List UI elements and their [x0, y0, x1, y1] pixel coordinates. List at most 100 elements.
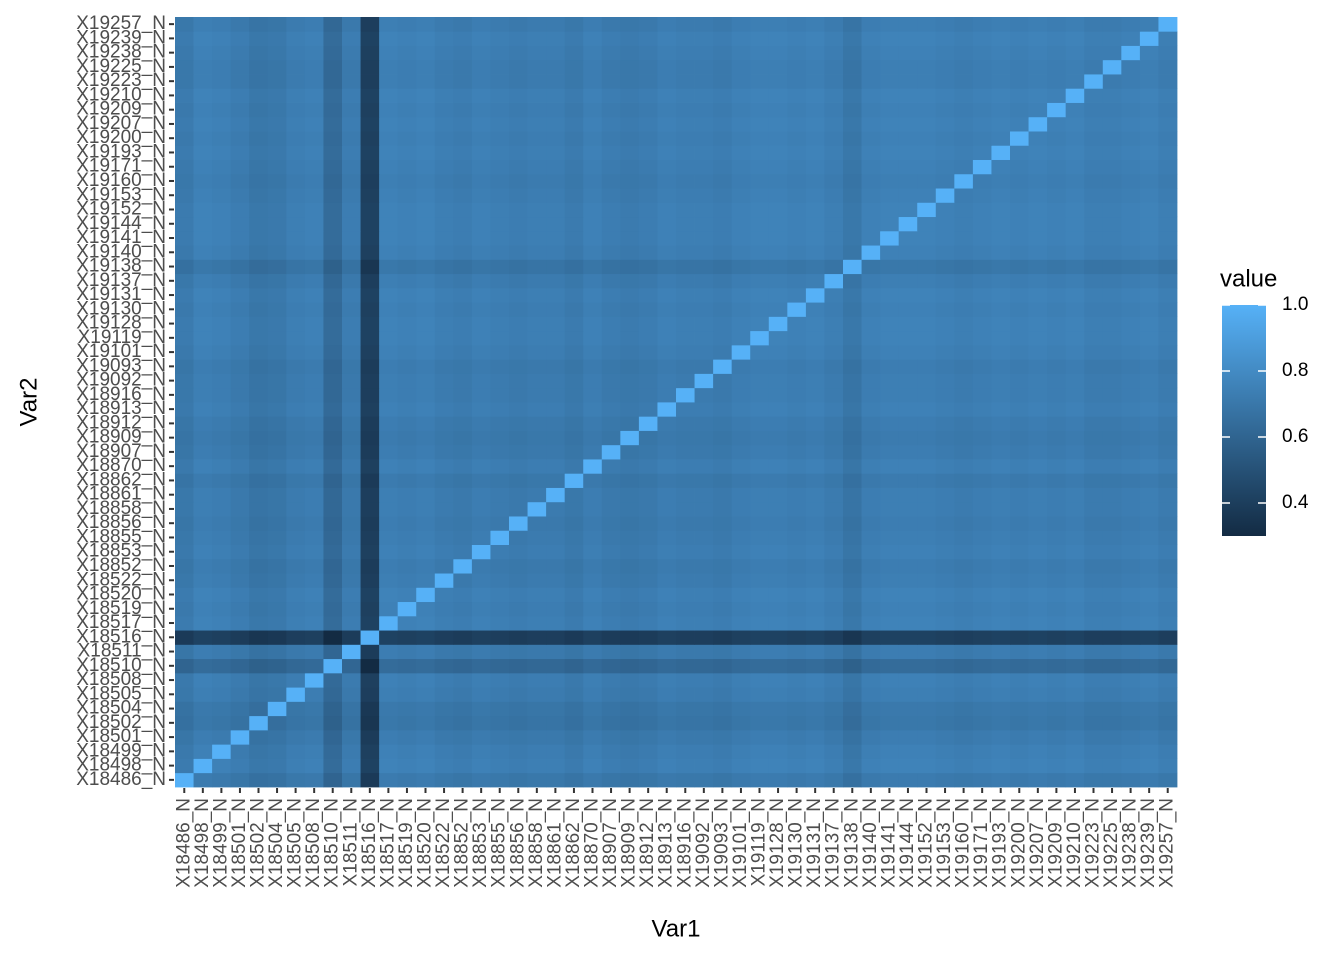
heatmap-cell: [657, 116, 677, 132]
heatmap-cell: [676, 772, 695, 788]
heatmap-cell: [583, 558, 603, 574]
heatmap-cell: [954, 530, 974, 545]
heatmap-cell: [546, 715, 566, 731]
heatmap-cell: [917, 387, 937, 403]
heatmap-cell: [1028, 359, 1048, 374]
heatmap-cell: [843, 530, 862, 545]
heatmap-cell: [1139, 344, 1159, 360]
heatmap-cell: [490, 544, 510, 560]
heatmap-cell: [898, 658, 918, 674]
heatmap-cell: [230, 316, 250, 332]
heatmap-cell: [1028, 259, 1048, 275]
heatmap-cell: [805, 188, 825, 203]
heatmap-cell: [880, 59, 900, 75]
heatmap-cell: [249, 729, 269, 745]
heatmap-cell: [1065, 459, 1085, 474]
heatmap-cell: [509, 644, 528, 660]
y-tick-label: X18855_N: [76, 526, 166, 547]
heatmap-cell: [676, 501, 695, 517]
heatmap-cell: [1047, 630, 1067, 645]
heatmap-cell: [490, 216, 510, 232]
heatmap-cell: [527, 302, 547, 317]
heatmap-cell: [731, 88, 751, 103]
heatmap-cell: [1047, 45, 1067, 61]
heatmap-cell: [212, 273, 232, 289]
heatmap-cell: [917, 188, 937, 203]
heatmap-cell: [342, 159, 361, 175]
heatmap-cell: [267, 88, 287, 103]
heatmap-cell: [1065, 772, 1085, 788]
heatmap-cell: [509, 658, 528, 674]
heatmap-cell: [564, 715, 584, 731]
heatmap-cell: [880, 216, 900, 232]
heatmap-cell: [379, 729, 399, 745]
x-tick-label: X18517_N: [377, 798, 398, 888]
heatmap-cell: [750, 131, 770, 146]
x-axis-title: Var1: [652, 915, 701, 942]
heatmap-cell: [935, 459, 955, 474]
heatmap-cell: [1158, 516, 1178, 531]
heatmap-cell: [323, 259, 343, 275]
heatmap-cell: [527, 230, 547, 246]
heatmap-cell: [360, 230, 380, 246]
heatmap-cell: [267, 644, 287, 660]
heatmap-cell: [601, 173, 621, 189]
heatmap-cell: [323, 687, 343, 702]
heatmap-cell: [638, 31, 658, 46]
heatmap-cell: [1102, 587, 1122, 603]
heatmap-cell: [509, 202, 528, 218]
heatmap-cell: [267, 615, 287, 631]
heatmap-cell: [304, 17, 324, 32]
heatmap-cell: [1139, 444, 1159, 460]
heatmap-cell: [397, 644, 417, 660]
heatmap-cell: [750, 387, 770, 403]
heatmap-cell: [1084, 644, 1104, 660]
heatmap-cell: [843, 45, 862, 61]
heatmap-cell: [453, 530, 473, 545]
x-tick-label: X18909_N: [619, 798, 640, 888]
heatmap-cell: [1047, 344, 1067, 360]
heatmap-cell: [731, 644, 751, 660]
heatmap-cell: [991, 387, 1011, 403]
y-tick-label: X19130_N: [76, 298, 166, 319]
heatmap-cell: [453, 88, 473, 103]
heatmap-cell: [935, 630, 955, 645]
heatmap-cell: [360, 216, 380, 232]
heatmap-cell: [1047, 387, 1067, 403]
heatmap-cell: [1065, 273, 1085, 289]
heatmap-cell: [453, 17, 473, 32]
heatmap-cell: [601, 245, 621, 260]
heatmap-cell: [193, 230, 213, 246]
heatmap-cell: [954, 430, 974, 446]
heatmap-cell: [416, 131, 436, 146]
heatmap-cell: [304, 188, 324, 203]
heatmap-cell: [1047, 373, 1067, 389]
heatmap-cell: [249, 530, 269, 545]
heatmap-cell: [397, 729, 417, 745]
heatmap-cell: [694, 344, 714, 360]
heatmap-cell: [843, 344, 862, 360]
heatmap-cell: [991, 259, 1011, 275]
heatmap-cell: [676, 287, 695, 303]
heatmap-cell: [267, 658, 287, 674]
heatmap-cell: [991, 31, 1011, 46]
heatmap-cell: [416, 573, 436, 588]
heatmap-cell: [583, 758, 603, 774]
heatmap-cell: [1102, 544, 1122, 560]
heatmap-cell: [212, 131, 232, 146]
heatmap-cell: [546, 687, 566, 702]
heatmap-cell: [360, 31, 380, 46]
heatmap-cell: [694, 102, 714, 118]
heatmap-cell: [1121, 188, 1141, 203]
heatmap-cell: [713, 430, 733, 446]
heatmap-cell: [935, 672, 955, 688]
heatmap-cell: [713, 116, 733, 132]
heatmap-cell: [731, 59, 751, 75]
heatmap-cell: [583, 444, 603, 460]
heatmap-cell: [1047, 772, 1067, 788]
heatmap-cell: [898, 587, 918, 603]
heatmap-cell: [490, 359, 510, 374]
heatmap-cell: [342, 330, 361, 346]
heatmap-cell: [453, 145, 473, 160]
heatmap-cell: [1139, 59, 1159, 75]
